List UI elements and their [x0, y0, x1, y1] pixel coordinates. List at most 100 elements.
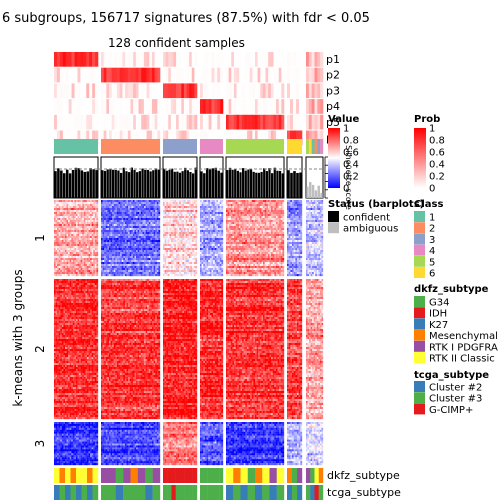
- prob-cell: [103, 99, 107, 114]
- prob-cell: [249, 83, 253, 99]
- legend-class-swatch: [414, 222, 425, 234]
- prob-cell: [114, 52, 118, 67]
- legend-class-swatch: [414, 267, 425, 278]
- prob-cell: [191, 83, 195, 99]
- prob-cell: [220, 114, 224, 130]
- silhouette-bar: [146, 169, 150, 198]
- prob-cell: [59, 114, 64, 130]
- prob-cell: [211, 99, 215, 114]
- prob-cell: [255, 52, 258, 67]
- legend-class-title: Class: [414, 199, 443, 210]
- silhouette-frame: [199, 156, 224, 199]
- dkfz-cell: [203, 468, 208, 483]
- silhouette-bar: [257, 172, 261, 198]
- prob-cell: [189, 52, 193, 67]
- tcga-cell: [59, 485, 66, 500]
- prob-cell: [56, 130, 61, 146]
- class-cell: [101, 139, 160, 154]
- prob-cell: [165, 114, 169, 130]
- dkfz-cell: [207, 468, 212, 483]
- prob-cell: [306, 83, 310, 99]
- prob-cell: [202, 130, 207, 146]
- silhouette-bar: [95, 170, 98, 198]
- prob-cell: [191, 130, 195, 146]
- tcga-cell: [247, 485, 256, 500]
- silhouette-bar: [234, 169, 237, 198]
- prob-cell: [77, 130, 81, 146]
- prob-cell: [130, 130, 134, 146]
- prob-cell: [205, 130, 209, 146]
- dkfz-cell: [180, 468, 185, 483]
- prob-cell: [127, 83, 131, 99]
- prob-cell: [233, 130, 237, 146]
- prob-cell: [194, 52, 198, 67]
- tcga-cell: [188, 485, 193, 500]
- prob-cell: [86, 99, 90, 114]
- prob-cell: [101, 52, 104, 67]
- prob-cell: [252, 114, 256, 130]
- prob-cell: [65, 67, 69, 83]
- tcga-cell: [255, 485, 263, 500]
- prob-cell: [241, 114, 245, 130]
- silhouette-bar: [186, 170, 189, 198]
- prob-cell: [135, 99, 139, 114]
- prob-cell: [270, 83, 274, 99]
- silhouette-bar: [189, 172, 192, 198]
- tcga-cell: [87, 485, 93, 500]
- prob-cell: [65, 83, 69, 99]
- prob-cell: [173, 83, 177, 99]
- prob-track-label: p5: [326, 116, 340, 129]
- prob-cell: [270, 130, 274, 146]
- prob-cell: [92, 99, 96, 114]
- silhouette-bar: [114, 169, 117, 198]
- prob-cell: [109, 114, 113, 130]
- tcga-cell: [276, 485, 285, 500]
- prob-cell: [265, 67, 269, 83]
- silhouette-bar: [194, 167, 197, 198]
- prob-cell: [249, 99, 253, 114]
- prob-cell: [89, 52, 93, 67]
- prob-cell: [143, 83, 147, 99]
- prob-cell: [130, 83, 134, 99]
- tcga-cell: [211, 485, 216, 500]
- prob-cell: [56, 99, 61, 114]
- prob-cell: [247, 83, 251, 99]
- prob-cell: [317, 67, 321, 83]
- prob-cell: [281, 114, 285, 130]
- prob-cell: [217, 83, 221, 99]
- prob-cell: [130, 52, 134, 67]
- legend-dkfz-label: Mesenchymal: [429, 331, 498, 342]
- dkfz-cell: [287, 468, 293, 483]
- prob-cell: [278, 99, 282, 114]
- prob-cell: [217, 114, 221, 130]
- row-group-label: 1: [33, 234, 47, 242]
- dkfz-cell: [226, 468, 234, 483]
- prob-cell: [214, 52, 218, 67]
- prob-cell: [236, 130, 240, 146]
- prob-cell: [178, 67, 182, 83]
- prob-cell: [176, 67, 179, 83]
- prob-cell: [143, 114, 147, 130]
- silhouette-axis: Silhouette score: [324, 145, 353, 210]
- prob-cell: [143, 130, 147, 146]
- prob-cell: [154, 52, 158, 67]
- prob-cell: [311, 52, 315, 67]
- tcga-cell: [292, 485, 298, 500]
- prob-cell: [265, 83, 269, 99]
- dkfz-cell: [188, 468, 193, 483]
- silhouette-bar: [205, 168, 209, 198]
- prob-cell: [122, 114, 126, 130]
- prob-cell: [80, 52, 84, 67]
- prob-cell: [239, 114, 243, 130]
- prob-cell: [141, 83, 145, 99]
- prob-cell: [114, 67, 118, 83]
- prob-cell: [202, 114, 207, 130]
- legend-tick-label: 0: [343, 184, 349, 195]
- prob-cell: [95, 130, 99, 146]
- prob-cell: [217, 52, 221, 67]
- prob-cell: [117, 114, 121, 130]
- prob-cell: [214, 67, 218, 83]
- prob-cell: [226, 130, 229, 146]
- class-cell: [200, 139, 223, 154]
- tcga-cell: [207, 485, 212, 500]
